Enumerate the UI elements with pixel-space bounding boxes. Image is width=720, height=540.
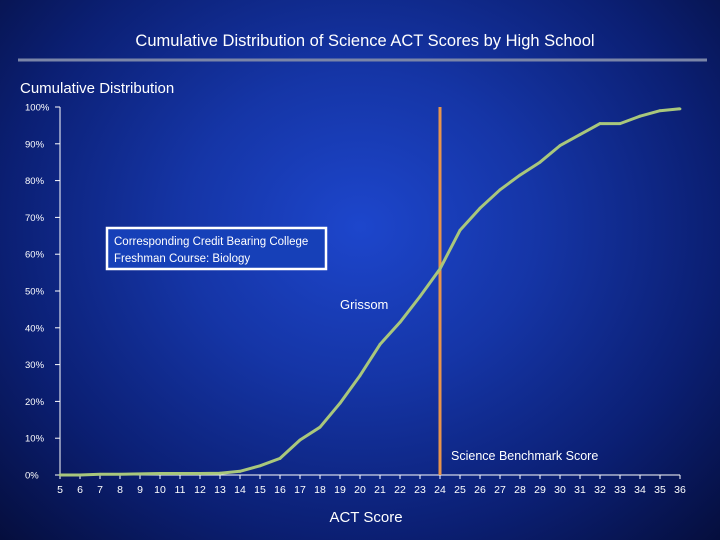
x-tick-label: 12: [194, 484, 206, 496]
x-tick-label: 26: [474, 484, 486, 496]
data-point: [538, 160, 542, 164]
data-point: [638, 114, 642, 118]
y-tick-label: 100%: [25, 103, 50, 114]
data-point: [218, 471, 222, 475]
data-point: [298, 438, 302, 442]
x-tick-label: 15: [254, 484, 266, 496]
data-point: [138, 472, 142, 476]
data-point: [278, 457, 282, 460]
x-tick-label: 7: [97, 484, 103, 496]
data-point: [258, 464, 262, 468]
data-point: [518, 173, 522, 177]
data-point: [498, 188, 502, 192]
callout-border: [105, 226, 328, 271]
x-tick-label: 23: [414, 484, 426, 496]
y-tick-label: 40%: [25, 323, 45, 334]
series-points: [58, 107, 682, 477]
callout-line-2: Freshman Course: Biology: [114, 253, 250, 265]
data-point: [458, 228, 462, 232]
x-tick-label: 29: [534, 484, 546, 496]
x-tick-label: 36: [674, 484, 686, 496]
x-tick-label: 33: [614, 484, 626, 496]
x-tick-label: 35: [654, 484, 666, 496]
x-axis-title: ACT Score: [329, 509, 402, 526]
data-point: [118, 472, 122, 476]
data-point: [58, 473, 62, 477]
x-tick-label: 34: [634, 484, 646, 496]
x-tick-label: 19: [334, 484, 346, 496]
x-tick-label: 10: [154, 484, 166, 496]
data-point: [618, 122, 622, 125]
y-tick-label: 10%: [25, 434, 45, 445]
y-tick-label: 60%: [25, 250, 45, 261]
data-point: [598, 122, 602, 125]
series-line-grissom: [60, 107, 681, 477]
x-tick-label: 24: [434, 484, 446, 496]
x-tick-label: 25: [454, 484, 466, 496]
x-tick-label: 32: [594, 484, 606, 496]
data-point: [178, 472, 182, 475]
chart-title: Cumulative Distribution of Science ACT S…: [135, 32, 594, 50]
y-tick-label: 70%: [25, 213, 45, 224]
data-point: [398, 320, 402, 324]
data-point: [158, 472, 162, 475]
data-point: [418, 295, 422, 298]
data-point: [438, 267, 442, 271]
y-tick-label: 90%: [25, 139, 45, 150]
x-tick-label: 5: [57, 484, 63, 496]
data-point: [78, 473, 82, 477]
data-point: [478, 206, 482, 210]
data-point: [558, 144, 562, 148]
data-point: [358, 374, 362, 378]
callout-line-1: Corresponding Credit Bearing College: [114, 236, 308, 248]
x-tick-label: 6: [77, 484, 83, 496]
data-point: [238, 469, 242, 473]
y-tick-label: 50%: [25, 287, 45, 298]
x-tick-label: 18: [314, 484, 326, 496]
x-tick-label: 8: [117, 484, 123, 496]
y-tick-label: 0%: [25, 471, 39, 482]
y-tick-label: 80%: [25, 176, 45, 187]
x-tick-label: 13: [214, 484, 226, 496]
x-tick-label: 14: [234, 484, 246, 496]
series-label-grissom: Grissom: [340, 297, 388, 312]
x-tick-label: 20: [354, 484, 366, 496]
y-tick-label: 30%: [25, 360, 45, 371]
data-point: [658, 109, 662, 113]
x-tick-label: 30: [554, 484, 566, 496]
data-point: [378, 342, 382, 346]
data-point: [318, 425, 322, 429]
data-point: [98, 472, 102, 476]
y-tick-label: 20%: [25, 397, 45, 408]
x-tick-label: 16: [274, 484, 286, 496]
data-point: [198, 472, 202, 475]
data-point: [338, 401, 342, 405]
y-axis-title: Cumulative Distribution: [20, 80, 174, 97]
x-tick-label: 11: [175, 484, 186, 496]
x-tick-label: 9: [137, 484, 143, 496]
benchmark-label: Science Benchmark Score: [451, 449, 598, 463]
x-tick-label: 27: [494, 484, 506, 496]
y-ticks: 0% 10% 20% 30% 40% 50% 60% 70% 80% 90% 100%: [25, 103, 60, 482]
x-tick-label: 28: [514, 484, 526, 496]
x-tick-label: 17: [294, 484, 306, 496]
callout-box: Corresponding Credit Bearing College Fre…: [105, 226, 328, 271]
data-point: [578, 133, 582, 137]
x-ticks: 5 6 7 8 9 10 11 12 13 14 15 16 17 18 19 20 21 22 23 24 25 26 2…: [57, 475, 686, 496]
data-point: [678, 107, 682, 111]
x-tick-label: 21: [374, 484, 386, 496]
x-tick-label: 22: [394, 484, 406, 496]
x-tick-label: 31: [574, 484, 586, 496]
